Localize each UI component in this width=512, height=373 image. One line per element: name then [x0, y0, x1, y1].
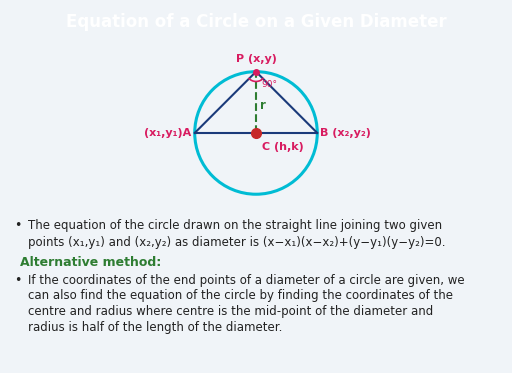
Text: B (x₂,y₂): B (x₂,y₂): [321, 128, 371, 138]
Text: The equation of the circle drawn on the straight line joining two given: The equation of the circle drawn on the …: [28, 219, 442, 232]
Text: Equation of a Circle on a Given Diameter: Equation of a Circle on a Given Diameter: [66, 13, 446, 31]
Text: Alternative method:: Alternative method:: [20, 256, 161, 269]
Text: centre and radius where centre is the mid-point of the diameter and: centre and radius where centre is the mi…: [28, 305, 433, 319]
Text: radius is half of the length of the diameter.: radius is half of the length of the diam…: [28, 321, 283, 334]
Text: •: •: [14, 273, 22, 286]
Text: C (h,k): C (h,k): [262, 141, 304, 151]
Text: can also find the equation of the circle by finding the coordinates of the: can also find the equation of the circle…: [28, 289, 453, 303]
Text: 90°: 90°: [261, 80, 277, 89]
Text: r: r: [260, 99, 266, 112]
Text: P (x,y): P (x,y): [236, 54, 276, 64]
Text: •: •: [14, 219, 22, 232]
Text: If the coordinates of the end points of a diameter of a circle are given, we: If the coordinates of the end points of …: [28, 273, 464, 286]
Text: points (x₁,y₁) and (x₂,y₂) as diameter is (x−x₁)(x−x₂)+(y−y₁)(y−y₂)=0.: points (x₁,y₁) and (x₂,y₂) as diameter i…: [28, 236, 445, 249]
Text: (x₁,y₁)A: (x₁,y₁)A: [144, 128, 191, 138]
